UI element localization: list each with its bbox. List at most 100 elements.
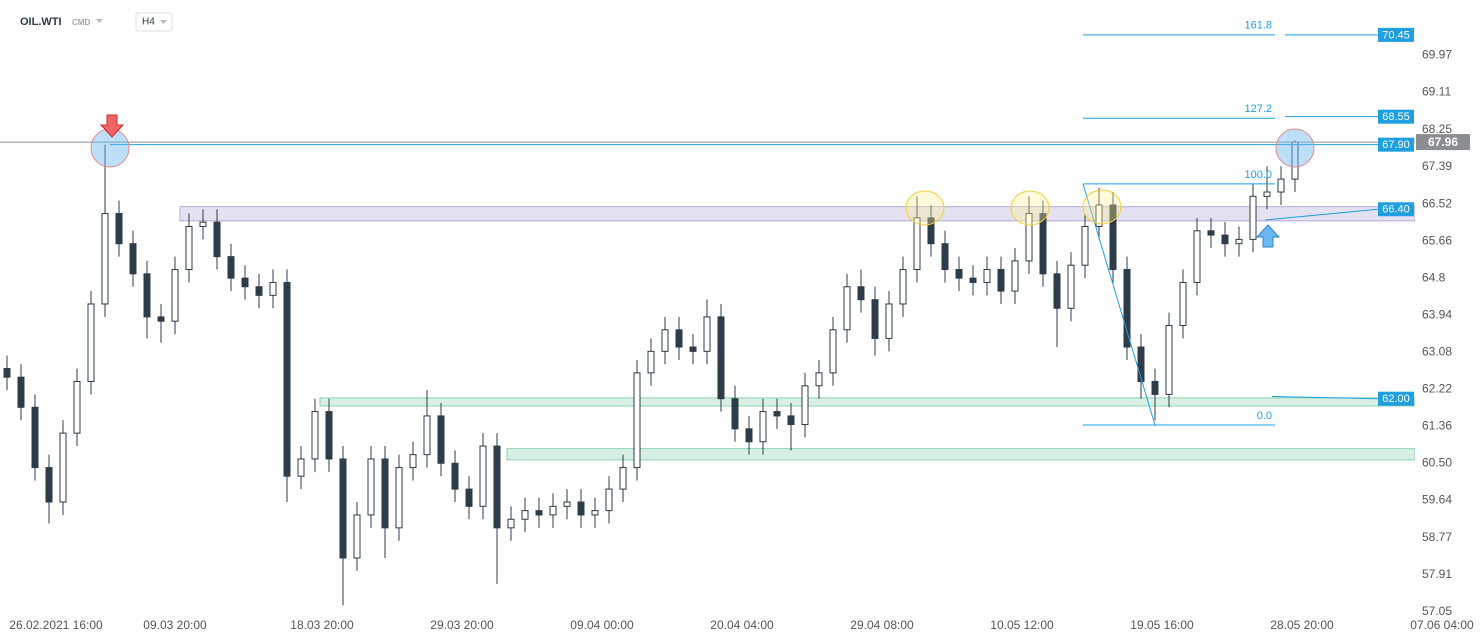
candle-body <box>801 385 809 426</box>
candle-body <box>1123 269 1131 348</box>
x-tick-label: 09.03 20:00 <box>143 618 207 632</box>
y-tick-label: 69.11 <box>1422 85 1451 99</box>
candle-body <box>857 286 865 301</box>
candle-body <box>1053 273 1061 309</box>
y-tick-label: 68.25 <box>1422 122 1452 136</box>
candle-body <box>675 329 683 348</box>
candle-body <box>297 458 305 477</box>
candle-body <box>1207 230 1215 236</box>
dropdown-icon[interactable] <box>96 19 103 23</box>
candle-body <box>255 286 263 296</box>
price-level-label: 68.55 <box>1382 111 1410 123</box>
fib-label: 0.0 <box>1257 410 1272 422</box>
y-tick-label: 58.77 <box>1422 530 1452 544</box>
candle-body <box>521 510 529 520</box>
candle-body <box>941 243 949 271</box>
candle-body <box>843 286 851 331</box>
candle-body <box>367 458 375 516</box>
last-price-label: 67.96 <box>1428 135 1458 149</box>
candle-body <box>283 281 291 477</box>
candle-body <box>927 217 935 245</box>
candles <box>3 140 1299 606</box>
candle-body <box>563 501 571 507</box>
price-level-line <box>1264 208 1379 221</box>
candle-body <box>773 411 781 417</box>
price-level-box <box>1378 27 1414 42</box>
candle-body <box>1109 204 1117 271</box>
x-tick-label: 07.06 04:00 <box>1410 618 1474 632</box>
candle-body <box>1025 213 1033 262</box>
candle-body <box>479 445 487 507</box>
x-tick-label: 19.05 16:00 <box>1130 618 1194 632</box>
y-tick-label: 59.64 <box>1422 492 1452 506</box>
candle-body <box>493 445 501 529</box>
candle-body <box>437 415 445 464</box>
up-arrow <box>1255 224 1281 248</box>
price-level-label: 66.40 <box>1382 204 1410 216</box>
candle-body <box>213 221 221 258</box>
x-tick-label: 18.03 20:00 <box>290 618 354 632</box>
candle-body <box>647 350 655 374</box>
dropdown-icon[interactable] <box>160 20 167 24</box>
price-level-label: 62.00 <box>1382 393 1410 405</box>
candle-body <box>983 269 991 283</box>
zone <box>506 448 1415 461</box>
candle-body <box>731 398 739 430</box>
candle-body <box>577 501 585 516</box>
candle-body <box>31 406 39 469</box>
fib-label: 127.2 <box>1244 103 1272 115</box>
candle-body <box>423 415 431 456</box>
candle-body <box>1263 191 1271 197</box>
candle-body <box>1039 213 1047 275</box>
highlight-circle <box>1010 190 1050 226</box>
candle-body <box>199 221 207 227</box>
timeframe[interactable]: H4 <box>142 17 155 28</box>
candle-body <box>955 269 963 279</box>
candle-body <box>59 432 67 503</box>
y-tick-label: 66.52 <box>1422 196 1452 210</box>
candle-body <box>325 411 333 460</box>
candle-body <box>465 488 473 507</box>
candle-body <box>395 467 403 529</box>
candle-body <box>171 269 179 322</box>
candle-body <box>451 462 459 490</box>
x-tick-label: 26.02.2021 16:00 <box>9 618 103 632</box>
x-tick-label: 29.04 08:00 <box>850 618 914 632</box>
y-tick-label: 67.39 <box>1422 159 1452 173</box>
candle-body <box>3 368 11 378</box>
candle-body <box>1249 195 1257 240</box>
price-level-box <box>1378 137 1414 152</box>
y-tick-label: 57.05 <box>1422 604 1452 618</box>
timeframe-select[interactable] <box>135 12 173 32</box>
fib-label: 100.0 <box>1244 169 1272 181</box>
overlay: 161.8 127.2 100.0 0.0 70.45 68.55 67.90 66.40 62… <box>0 20 1470 426</box>
candle-body <box>871 299 879 339</box>
zone <box>319 397 1415 407</box>
candle-body <box>885 303 893 339</box>
candle-body <box>45 467 53 503</box>
candle-body <box>101 213 109 305</box>
highlight-circle <box>905 190 945 226</box>
price-level-box <box>1378 202 1414 217</box>
price-level-line <box>1271 396 1379 400</box>
trend-line <box>1082 183 1156 426</box>
candle-body <box>717 316 725 400</box>
candle-body <box>899 269 907 305</box>
highlight-circle <box>1082 189 1122 225</box>
candle-body <box>507 518 515 529</box>
candle-body <box>703 316 711 352</box>
candle-body <box>17 376 25 408</box>
candle-body <box>129 243 137 275</box>
candle-body <box>339 458 347 559</box>
y-tick-label: 64.8 <box>1422 270 1446 284</box>
candle-body <box>143 273 151 318</box>
candle-body <box>269 281 277 296</box>
candle-body <box>1151 380 1159 395</box>
candle-body <box>1067 264 1075 309</box>
candle-body <box>605 488 613 512</box>
symbol[interactable]: OIL.WTI <box>20 16 62 28</box>
candle-body <box>1235 238 1243 245</box>
candle-body <box>913 217 921 271</box>
candle-body <box>689 346 697 352</box>
source[interactable]: CMD <box>72 18 90 27</box>
